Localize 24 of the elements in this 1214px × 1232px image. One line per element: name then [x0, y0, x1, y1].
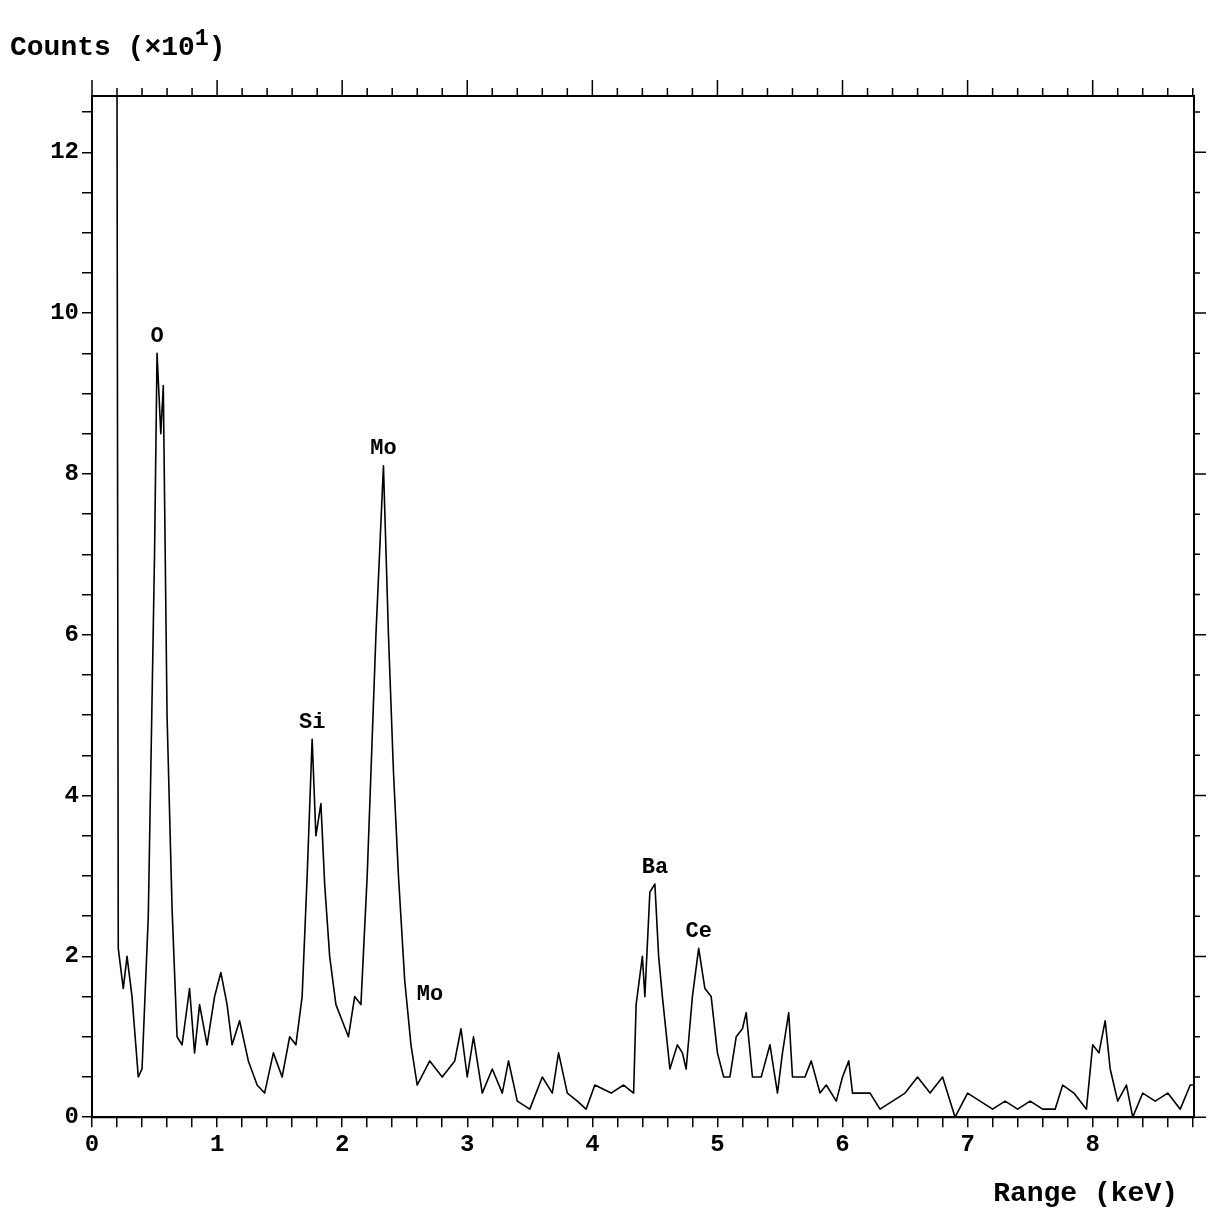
x-tick-label: 1 [209, 1130, 225, 1158]
x-tick-label: 8 [1085, 1130, 1100, 1158]
x-tick-label: 5 [710, 1130, 725, 1158]
x-tick-label: 2 [334, 1130, 350, 1158]
y-tick-label: 10 [50, 299, 79, 327]
y-tick-label: 6 [64, 620, 79, 648]
y-tick-label: 4 [64, 781, 79, 809]
x-axis-title: Range (keV) [993, 1178, 1178, 1209]
y-tick-label: 12 [50, 138, 79, 166]
x-tick-label: 7 [960, 1130, 975, 1158]
annotation: Ce [685, 918, 712, 944]
annotation: Ba [641, 854, 669, 880]
annotation: Mo [416, 982, 444, 1008]
y-tick-label: 2 [64, 942, 79, 970]
annotation: O [150, 323, 164, 349]
annotation: Si [298, 709, 326, 735]
annotation: Mo [370, 436, 397, 462]
x-tick-label: 3 [460, 1130, 475, 1158]
y-tick-label: 0 [64, 1103, 79, 1131]
x-tick-label: 6 [835, 1130, 850, 1158]
y-axis-title: Counts (×10$^{1}$) [10, 26, 226, 64]
y-tick-label: 8 [64, 459, 79, 487]
x-tick-label: 0 [84, 1130, 100, 1158]
x-tick-label: 4 [585, 1130, 600, 1158]
